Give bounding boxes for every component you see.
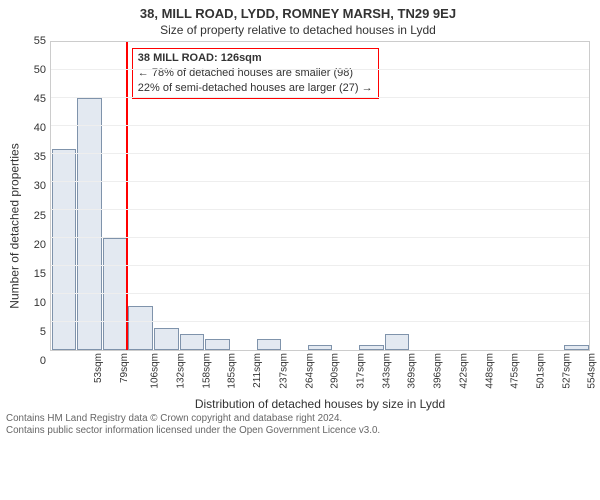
footer: Contains HM Land Registry data © Crown c… <box>6 413 590 437</box>
bar-slot <box>51 42 77 350</box>
x-tick: 343sqm <box>381 353 392 389</box>
y-axis-label: Number of detached properties <box>8 143 22 308</box>
gridline <box>51 265 589 266</box>
marker-line <box>126 42 128 350</box>
annotation-line-3: 22% of semi-detached houses are larger (… <box>138 81 373 96</box>
gridline <box>51 237 589 238</box>
plot-area: 38 MILL ROAD: 126sqm ← 78% of detached h… <box>50 41 590 351</box>
gridline <box>51 97 589 98</box>
y-tick: 10 <box>34 297 46 309</box>
bar-slot <box>564 42 590 350</box>
y-tick: 35 <box>34 151 46 163</box>
bar-slot <box>487 42 513 350</box>
bar-slot <box>512 42 538 350</box>
bar <box>128 306 153 351</box>
x-tick: 211sqm <box>252 353 263 388</box>
gridline <box>51 181 589 182</box>
y-tick: 5 <box>40 326 46 338</box>
y-axis-ticks: 0510152025303540455055 <box>24 41 50 361</box>
bar-slot <box>435 42 461 350</box>
x-tick: 290sqm <box>330 353 341 389</box>
bar <box>154 328 179 350</box>
bar <box>77 98 102 350</box>
y-tick: 20 <box>34 239 46 251</box>
gridline <box>51 69 589 70</box>
x-tick: 422sqm <box>458 353 469 389</box>
x-axis-label: Distribution of detached houses by size … <box>50 397 590 411</box>
footer-line-1: Contains HM Land Registry data © Crown c… <box>6 413 590 425</box>
y-tick: 40 <box>34 122 46 134</box>
x-tick: 475sqm <box>510 353 521 389</box>
x-tick: 132sqm <box>176 353 187 389</box>
y-tick: 45 <box>34 93 46 105</box>
bar-slot <box>102 42 128 350</box>
y-tick: 55 <box>34 35 46 47</box>
y-tick: 15 <box>34 268 46 280</box>
x-tick: 79sqm <box>119 353 130 383</box>
x-tick: 53sqm <box>93 353 104 383</box>
gridline <box>51 209 589 210</box>
x-tick: 158sqm <box>201 353 212 389</box>
bar-slot <box>384 42 410 350</box>
y-tick: 0 <box>40 355 46 367</box>
bar-slot <box>538 42 564 350</box>
bar-slot <box>461 42 487 350</box>
y-tick: 50 <box>34 64 46 76</box>
x-tick: 264sqm <box>304 353 315 389</box>
footer-line-2: Contains public sector information licen… <box>6 425 590 437</box>
x-tick: 237sqm <box>278 353 289 389</box>
title-main: 38, MILL ROAD, LYDD, ROMNEY MARSH, TN29 … <box>6 6 590 21</box>
bar <box>385 334 410 351</box>
x-tick: 554sqm <box>587 353 598 389</box>
x-tick: 396sqm <box>433 353 444 389</box>
gridline <box>51 293 589 294</box>
gridline <box>51 125 589 126</box>
x-tick: 448sqm <box>484 353 495 389</box>
x-tick: 369sqm <box>407 353 418 389</box>
chart: Number of detached properties 0 5 10 15 20 25… <box>6 41 590 411</box>
gridline <box>51 153 589 154</box>
bar <box>180 334 205 351</box>
x-tick: 106sqm <box>150 353 161 389</box>
x-tick: 527sqm <box>561 353 572 389</box>
annotation-box: 38 MILL ROAD: 126sqm ← 78% of detached h… <box>132 48 379 99</box>
bar <box>257 339 282 350</box>
bar <box>52 149 77 351</box>
x-tick: 501sqm <box>536 353 547 389</box>
gridline <box>51 321 589 322</box>
y-tick: 25 <box>34 210 46 222</box>
bar <box>308 345 333 351</box>
x-tick: 317sqm <box>356 353 367 389</box>
bar-slot <box>410 42 436 350</box>
bar <box>205 339 230 350</box>
bar <box>359 345 384 351</box>
bar <box>564 345 589 351</box>
x-axis-ticks: 53sqm 79sqm 106sqm 132sqm 158sqm 185sqm 211sqm… <box>50 351 590 396</box>
bar-slot <box>77 42 103 350</box>
title-sub: Size of property relative to detached ho… <box>6 23 590 37</box>
y-tick: 30 <box>34 180 46 192</box>
annotation-line-1: 38 MILL ROAD: 126sqm <box>138 51 373 66</box>
x-tick: 185sqm <box>227 353 238 389</box>
